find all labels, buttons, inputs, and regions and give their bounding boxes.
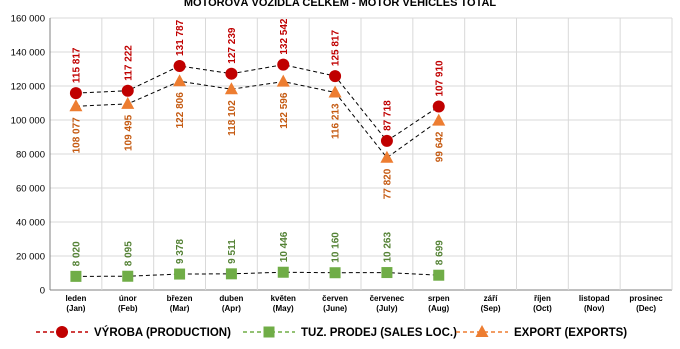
legend-label: EXPORT (EXPORTS) — [514, 327, 627, 339]
data-labels: 115 817 117 222 131 787 127 239 132 542 125 8… — [71, 18, 445, 266]
y-tick-label: 140 000 — [11, 48, 45, 59]
export-data-label: 122 596 — [279, 92, 290, 129]
export-data-label: 77 820 — [382, 168, 393, 199]
x-tick-label: duben — [219, 294, 243, 303]
x-tick-sublabel: (Apr) — [222, 304, 241, 313]
x-tick-label: červen — [322, 294, 348, 303]
x-tick-sublabel: (Sep) — [481, 304, 501, 313]
export-data-label: 99 642 — [434, 131, 445, 162]
data-point-1 — [122, 270, 134, 282]
x-tick-label: leden — [65, 294, 86, 303]
series-line-1 — [75, 271, 439, 277]
data-point-2 — [69, 99, 83, 112]
y-tick-label: 60 000 — [16, 184, 45, 195]
data-point-2 — [432, 113, 446, 126]
x-tick-sublabel: (Nov) — [584, 304, 605, 313]
data-point-0 — [69, 87, 82, 100]
legend-marker — [475, 325, 489, 337]
legend-label: VÝROBA (PRODUCTION) — [94, 326, 231, 339]
data-point-0 — [432, 100, 445, 113]
data-point-0 — [225, 67, 238, 80]
data-point-2 — [121, 96, 135, 109]
legend-marker — [263, 326, 275, 338]
x-tick-label: srpen — [428, 294, 450, 303]
legend-item-0: VÝROBA (PRODUCTION) — [36, 326, 231, 339]
x-tick-sublabel: (Jan) — [66, 304, 85, 313]
series — [69, 58, 446, 282]
production-data-label: 132 542 — [279, 18, 290, 55]
sales-data-label: 8 095 — [123, 241, 134, 266]
x-tick-sublabel: (Feb) — [118, 304, 138, 313]
y-tick-label: 0 — [40, 286, 45, 297]
x-tick-label: prosinec — [629, 294, 663, 303]
x-tick-sublabel: (May) — [273, 304, 294, 313]
y-tick-label: 160 000 — [11, 14, 45, 25]
axes: 0 20 000 40 000 60 000 80 000 100 000 120 000 1… — [11, 14, 664, 314]
export-data-label: 118 102 — [227, 100, 238, 136]
data-point-0 — [329, 70, 342, 83]
legend: VÝROBA (PRODUCTION) TUZ. PRODEJ (SALES LO… — [36, 325, 627, 339]
data-point-1 — [225, 268, 237, 280]
production-data-label: 131 787 — [175, 19, 186, 56]
data-point-0 — [380, 134, 393, 147]
data-point-0 — [277, 58, 290, 71]
export-data-label: 122 806 — [175, 92, 186, 129]
export-data-label: 116 213 — [331, 103, 342, 139]
data-point-1 — [70, 270, 82, 282]
sales-data-label: 9 378 — [175, 239, 186, 264]
production-data-label: 115 817 — [71, 47, 82, 83]
legend-marker — [56, 326, 68, 338]
y-tick-label: 20 000 — [16, 252, 45, 263]
x-tick-label: červenec — [370, 294, 405, 303]
legend-item-1: TUZ. PRODEJ (SALES LOC.) — [243, 326, 457, 339]
gridlines — [49, 17, 673, 291]
sales-data-label: 10 263 — [382, 232, 393, 263]
production-data-label: 87 718 — [382, 100, 393, 131]
y-tick-label: 80 000 — [16, 150, 45, 161]
x-tick-sublabel: (Aug) — [428, 304, 449, 313]
data-point-2 — [276, 74, 290, 87]
x-tick-label: říjen — [534, 294, 551, 303]
production-data-label: 125 817 — [331, 30, 342, 67]
export-data-label: 108 077 — [71, 117, 82, 154]
data-point-0 — [173, 59, 186, 72]
data-point-1 — [329, 267, 341, 279]
chart-title: MOTOROVÁ VOZIDLA CELKEM - MOTOR VEHICLES… — [184, 0, 497, 9]
sales-data-label: 8 020 — [71, 241, 82, 266]
sales-data-label: 9 511 — [227, 239, 238, 264]
x-tick-sublabel: (July) — [376, 304, 398, 313]
x-tick-label: únor — [119, 294, 137, 303]
y-tick-label: 100 000 — [11, 116, 45, 127]
legend-item-2: EXPORT (EXPORTS) — [456, 325, 627, 339]
production-data-label: 117 222 — [123, 45, 134, 81]
series-line-0 — [75, 64, 440, 142]
x-tick-sublabel: (June) — [323, 304, 347, 313]
x-tick-sublabel: (Mar) — [170, 304, 190, 313]
data-point-2 — [173, 74, 187, 87]
data-point-0 — [121, 84, 134, 97]
sales-data-label: 8 699 — [434, 240, 445, 265]
x-tick-label: listopad — [579, 294, 610, 303]
x-tick-label: březen — [167, 294, 193, 303]
x-tick-label: září — [484, 294, 499, 303]
export-data-label: 109 495 — [123, 114, 134, 151]
sales-data-label: 10 446 — [279, 231, 290, 262]
data-point-1 — [381, 267, 393, 279]
data-point-2 — [380, 150, 394, 163]
production-data-label: 107 910 — [434, 60, 445, 97]
data-point-1 — [174, 268, 186, 280]
data-point-1 — [433, 269, 445, 281]
data-point-2 — [224, 82, 238, 95]
sales-data-label: 10 160 — [331, 232, 342, 263]
y-tick-label: 120 000 — [11, 82, 45, 93]
x-tick-sublabel: (Oct) — [533, 304, 552, 313]
production-data-label: 127 239 — [227, 27, 238, 64]
legend-label: TUZ. PRODEJ (SALES LOC.) — [301, 327, 457, 339]
data-point-1 — [277, 266, 289, 278]
x-tick-sublabel: (Dec) — [636, 304, 656, 313]
data-point-2 — [328, 85, 342, 98]
y-tick-label: 40 000 — [16, 218, 45, 229]
x-tick-label: květen — [271, 294, 296, 303]
